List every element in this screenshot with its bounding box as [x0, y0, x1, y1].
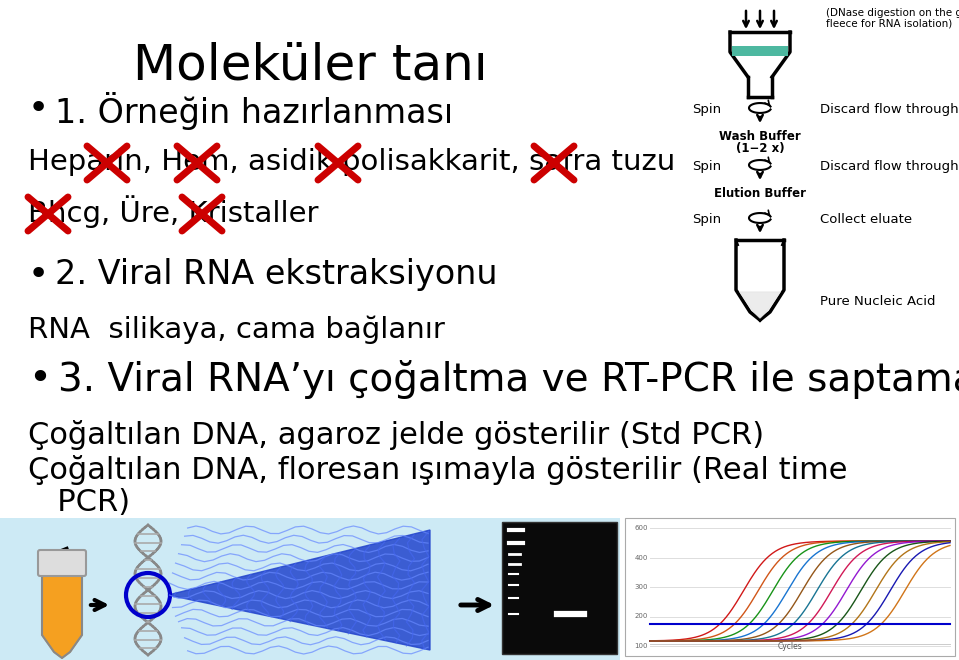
Text: Çoğaltılan DNA, agaroz jelde gösterilir (Std PCR): Çoğaltılan DNA, agaroz jelde gösterilir … — [28, 420, 764, 450]
Text: Moleküler tanı: Moleküler tanı — [132, 42, 487, 90]
Text: Discard flow through: Discard flow through — [820, 103, 959, 116]
Text: 300: 300 — [635, 584, 648, 590]
Text: Discard flow through: Discard flow through — [820, 160, 959, 173]
Text: Spin: Spin — [692, 160, 721, 173]
Bar — [0, 518, 620, 660]
Text: Wash Buffer: Wash Buffer — [719, 130, 801, 143]
Text: PCR): PCR) — [28, 488, 130, 517]
Text: Heparin, Hem, asidik polisakkarit, safra tuzu: Heparin, Hem, asidik polisakkarit, safra… — [28, 148, 675, 176]
Text: •: • — [28, 258, 49, 292]
Text: Elution Buffer: Elution Buffer — [714, 187, 806, 200]
Text: Çoğaltılan DNA, floresan ışımayla gösterilir (Real time: Çoğaltılan DNA, floresan ışımayla göster… — [28, 455, 848, 485]
Polygon shape — [168, 530, 430, 650]
Text: 200: 200 — [635, 614, 648, 620]
Text: Bhcg, Üre, Kristaller: Bhcg, Üre, Kristaller — [28, 195, 318, 228]
Text: •: • — [28, 360, 51, 398]
Text: (1−2 x): (1−2 x) — [736, 142, 784, 155]
Text: •: • — [28, 92, 49, 126]
Text: 2. Viral RNA ekstraksiyonu: 2. Viral RNA ekstraksiyonu — [55, 258, 498, 291]
Text: 100: 100 — [635, 643, 648, 649]
Text: (DNase digestion on the glass: (DNase digestion on the glass — [826, 8, 959, 18]
Text: Spin: Spin — [692, 103, 721, 116]
Text: RNA  silikaya, cama bağlanır: RNA silikaya, cama bağlanır — [28, 315, 445, 343]
Bar — [625, 518, 955, 656]
Text: Collect eluate: Collect eluate — [820, 213, 912, 226]
Text: fleece for RNA isolation): fleece for RNA isolation) — [826, 19, 952, 29]
Text: 600: 600 — [635, 525, 648, 531]
Text: Pure Nucleic Acid: Pure Nucleic Acid — [820, 295, 935, 308]
Polygon shape — [42, 570, 82, 658]
Polygon shape — [740, 292, 780, 318]
Text: 400: 400 — [635, 554, 648, 560]
FancyBboxPatch shape — [38, 550, 86, 576]
Bar — [502, 522, 617, 654]
Text: Spin: Spin — [692, 213, 721, 226]
Text: 1. Örneğin hazırlanması: 1. Örneğin hazırlanması — [55, 92, 453, 130]
Text: 3. Viral RNA’yı çoğaltma ve RT-PCR ile saptama: 3. Viral RNA’yı çoğaltma ve RT-PCR ile s… — [58, 360, 959, 399]
Bar — [732, 46, 788, 56]
Text: Cycles: Cycles — [778, 642, 803, 651]
